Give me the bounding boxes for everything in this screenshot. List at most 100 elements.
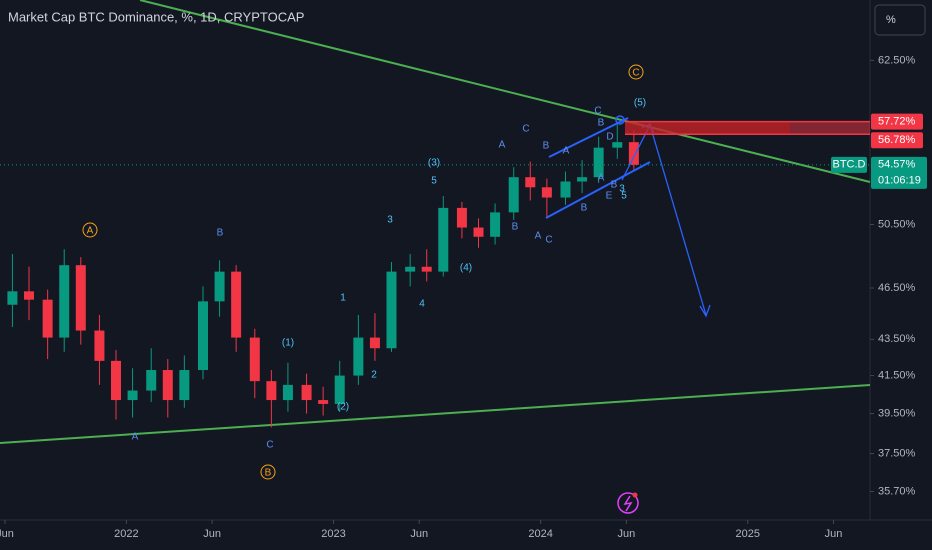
candle-body: [301, 384, 312, 401]
x-tick-label: 2024: [528, 528, 552, 540]
wave-label: B: [543, 141, 550, 152]
wave-label: 5: [621, 191, 627, 202]
candle-body: [334, 375, 345, 404]
y-tick-label: 41.50%: [878, 369, 916, 381]
x-tick-label: Jun: [618, 528, 636, 540]
level-tag: [871, 132, 923, 149]
candle-body: [59, 265, 70, 338]
candle-body: [162, 370, 173, 401]
wave-label: 5: [431, 176, 437, 187]
scale-button[interactable]: [874, 4, 926, 36]
y-tick-label: 46.50%: [878, 282, 916, 294]
y-tick-label: 62.50%: [878, 54, 916, 66]
candle-body: [369, 337, 380, 349]
y-tick-label: 35.70%: [878, 485, 916, 497]
y-tick-label: 39.50%: [878, 407, 916, 419]
y-tick-label: 50.50%: [878, 218, 916, 230]
trend-line-upper: [139, 0, 871, 183]
candle-body: [111, 360, 121, 401]
wave-label: A: [132, 432, 139, 443]
symbol-label: BTC.D: [833, 159, 866, 171]
wave-label: B: [611, 180, 618, 191]
chart-title: Market Cap BTC Dominance, %, 1D, CRYPTOC…: [8, 9, 304, 24]
wave-label: C: [522, 124, 529, 135]
level-label: 57.72%: [878, 116, 916, 128]
candle-body: [231, 271, 242, 338]
candle-body: [353, 337, 364, 376]
candle-body: [438, 207, 449, 272]
candle-body: [525, 177, 536, 188]
wave-label: (4): [460, 263, 472, 274]
candle-body: [386, 271, 397, 349]
wave-label: 4: [419, 299, 425, 310]
x-tick-label: 2023: [321, 528, 345, 540]
channel-lower: [545, 161, 651, 219]
candle-body: [456, 207, 467, 228]
candle-body: [127, 390, 138, 401]
alert-circle[interactable]: [617, 492, 639, 514]
wave-label: E: [606, 191, 613, 202]
x-tick-label: Jun: [203, 528, 221, 540]
wave-label: 3: [619, 184, 625, 195]
wave-label: (2): [337, 402, 349, 413]
wave-label: C: [594, 106, 601, 117]
wave-label: A: [87, 226, 94, 237]
candle-body: [266, 381, 277, 401]
alert-bolt[interactable]: [623, 495, 633, 512]
wave-label: B: [598, 118, 605, 129]
scale-button-label[interactable]: %: [886, 14, 896, 26]
wave-label: A: [598, 173, 605, 184]
alert-dot[interactable]: [632, 492, 638, 498]
level-tag: [871, 113, 923, 130]
last-price-tag: [871, 156, 927, 189]
wave-label: B: [512, 222, 519, 233]
y-tick-label: 37.50%: [878, 447, 916, 459]
wave-label: B: [217, 228, 224, 239]
level-label: 56.78%: [878, 134, 916, 146]
wave-label: A: [499, 140, 506, 151]
candle-body: [24, 291, 34, 300]
candle-body: [318, 400, 329, 404]
last-price-label: 54.57%: [878, 159, 916, 171]
wave-label: C: [266, 440, 273, 451]
candle-body: [75, 265, 86, 331]
candle-body: [508, 177, 519, 213]
candle-body: [577, 177, 588, 182]
candle-body: [42, 299, 53, 338]
candle-body: [473, 227, 484, 237]
wave-label: B: [581, 203, 588, 214]
candle-body: [593, 147, 604, 178]
symbol-tag: [831, 156, 867, 173]
candle-body: [198, 301, 208, 371]
candle-body: [541, 187, 552, 198]
wave-label: (1): [282, 338, 294, 349]
candle-body: [628, 142, 639, 165]
wave-label: A: [563, 146, 570, 157]
x-tick-label: Jun: [825, 528, 843, 540]
candle-body: [560, 181, 571, 198]
alert-icon[interactable]: [617, 492, 639, 514]
pivot-marker: [615, 115, 625, 125]
wave-label: 2: [371, 370, 377, 381]
candle-body: [179, 370, 190, 401]
wave-label: (3): [428, 158, 440, 169]
channel-upper: [548, 117, 629, 158]
wave-circle: [82, 222, 98, 238]
candle-body: [249, 337, 260, 382]
x-tick-label: Jun: [410, 528, 428, 540]
resistance-zone-core: [625, 121, 790, 135]
candle-body: [405, 266, 416, 272]
wave-label: B: [265, 468, 272, 479]
x-tick-label: 2022: [114, 528, 138, 540]
wave-label: A: [535, 231, 542, 242]
wave-label: 1: [340, 293, 346, 304]
arrow-head: [699, 304, 711, 318]
wave-label: (5): [634, 98, 646, 109]
candle-body: [146, 370, 157, 391]
wave-label: C: [545, 235, 552, 246]
candles: [7, 124, 639, 428]
wave-label: 3: [387, 215, 393, 226]
